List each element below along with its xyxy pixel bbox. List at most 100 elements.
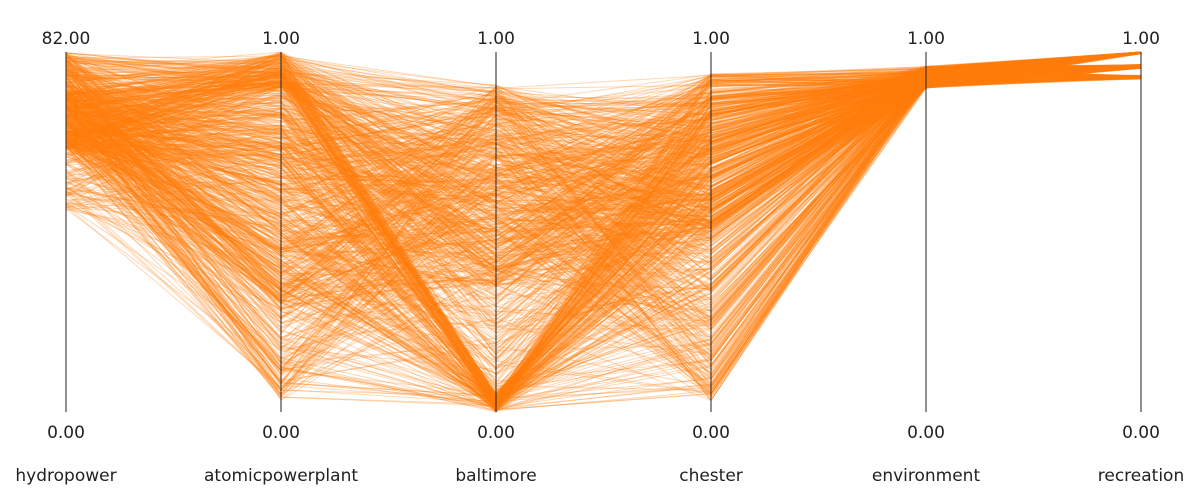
data-line-861 — [65, 62, 1142, 304]
data-line-50 — [65, 51, 1142, 268]
data-line-316 — [65, 51, 1142, 241]
data-line-279 — [65, 67, 1142, 197]
data-line-340 — [65, 51, 1142, 276]
data-line-159 — [65, 53, 1142, 270]
axis-max-label-recreation: 1.00 — [1122, 29, 1160, 49]
data-line-257 — [65, 78, 1142, 400]
data-line-516 — [65, 67, 1142, 270]
data-line-512 — [65, 51, 1142, 398]
data-line-669 — [65, 68, 1142, 298]
data-line-262 — [65, 61, 1142, 411]
data-line-253 — [65, 51, 1142, 212]
data-line-600 — [65, 67, 1142, 284]
data-line-722 — [65, 74, 1142, 271]
data-line-251 — [65, 67, 1142, 385]
data-line-807 — [65, 76, 1142, 229]
axis-min-label-recreation: 0.00 — [1122, 423, 1160, 443]
data-line-74 — [65, 51, 1142, 185]
data-line-107 — [65, 53, 1142, 322]
data-line-431 — [65, 74, 1142, 250]
data-line-287 — [65, 66, 1142, 404]
data-line-473 — [65, 51, 1142, 224]
data-line-116 — [65, 51, 1142, 171]
data-line-332 — [65, 64, 1142, 403]
data-line-411 — [65, 64, 1142, 355]
data-line-357 — [65, 64, 1142, 409]
data-line-189 — [65, 64, 1142, 235]
data-line-774 — [65, 51, 1142, 294]
data-line-55 — [65, 51, 1142, 190]
data-line-780 — [65, 52, 1142, 371]
data-line-221 — [65, 52, 1142, 284]
data-line-646 — [65, 51, 1142, 225]
data-line-742 — [65, 53, 1142, 406]
data-line-177 — [65, 67, 1142, 368]
data-line-192 — [65, 51, 1142, 412]
data-line-840 — [65, 72, 1142, 262]
data-line-638 — [65, 66, 1142, 387]
data-line-706 — [65, 65, 1142, 399]
data-line-668 — [65, 51, 1142, 259]
axis-max-label-hydropower: 82.00 — [42, 29, 91, 49]
data-line-778 — [65, 78, 1142, 237]
data-line-169 — [65, 66, 1142, 409]
axis-name-atomicpowerplant: atomicpowerplant — [204, 466, 358, 486]
data-line-891 — [65, 66, 1142, 234]
data-line-458 — [65, 51, 1142, 396]
data-line-729 — [65, 66, 1142, 404]
data-line-165 — [65, 52, 1142, 406]
data-line-240 — [65, 66, 1142, 399]
data-line-494 — [65, 51, 1142, 226]
data-line-421 — [65, 76, 1142, 198]
data-line-242 — [65, 51, 1142, 276]
data-line-605 — [65, 51, 1142, 288]
data-line-476 — [65, 51, 1142, 133]
data-line-114 — [65, 64, 1142, 278]
data-line-447 — [65, 51, 1142, 239]
data-line-110 — [65, 65, 1142, 402]
data-line-504 — [65, 54, 1142, 131]
data-line-19 — [65, 63, 1142, 376]
data-line-602 — [65, 53, 1142, 242]
data-line-696 — [65, 51, 1142, 289]
data-line-740 — [65, 66, 1142, 403]
data-line-566 — [65, 65, 1142, 327]
data-line-202 — [65, 51, 1142, 388]
data-line-175 — [65, 67, 1142, 396]
data-line-667 — [65, 52, 1142, 320]
data-line-91 — [65, 66, 1142, 383]
data-line-590 — [65, 65, 1142, 144]
data-line-584 — [65, 52, 1142, 396]
data-line-816 — [65, 52, 1142, 362]
data-line-524 — [65, 52, 1142, 298]
data-line-585 — [65, 66, 1142, 359]
data-line-462 — [65, 67, 1142, 411]
data-line-255 — [65, 66, 1142, 397]
data-line-181 — [65, 62, 1142, 410]
data-line-818 — [65, 76, 1142, 287]
data-line-708 — [65, 64, 1142, 296]
data-line-203 — [65, 65, 1142, 302]
data-line-4 — [65, 66, 1142, 319]
data-line-444 — [65, 54, 1142, 409]
data-line-664 — [65, 65, 1142, 286]
data-line-615 — [65, 65, 1142, 406]
data-line-58 — [65, 51, 1142, 307]
data-line-365 — [65, 66, 1142, 345]
data-line-759 — [65, 67, 1142, 317]
data-line-856 — [65, 51, 1142, 381]
data-line-745 — [65, 64, 1142, 271]
data-line-327 — [65, 53, 1142, 400]
data-line-594 — [65, 67, 1142, 331]
data-line-215 — [65, 67, 1142, 397]
data-line-715 — [65, 52, 1142, 245]
data-line-363 — [65, 76, 1142, 388]
data-line-825 — [65, 65, 1142, 411]
data-line-89 — [65, 67, 1142, 387]
data-line-832 — [65, 55, 1142, 193]
data-line-70 — [65, 73, 1142, 196]
data-line-217 — [65, 51, 1142, 203]
axis-min-label-atomicpowerplant: 0.00 — [262, 423, 300, 443]
data-line-348 — [65, 60, 1142, 285]
data-line-484 — [65, 63, 1142, 312]
